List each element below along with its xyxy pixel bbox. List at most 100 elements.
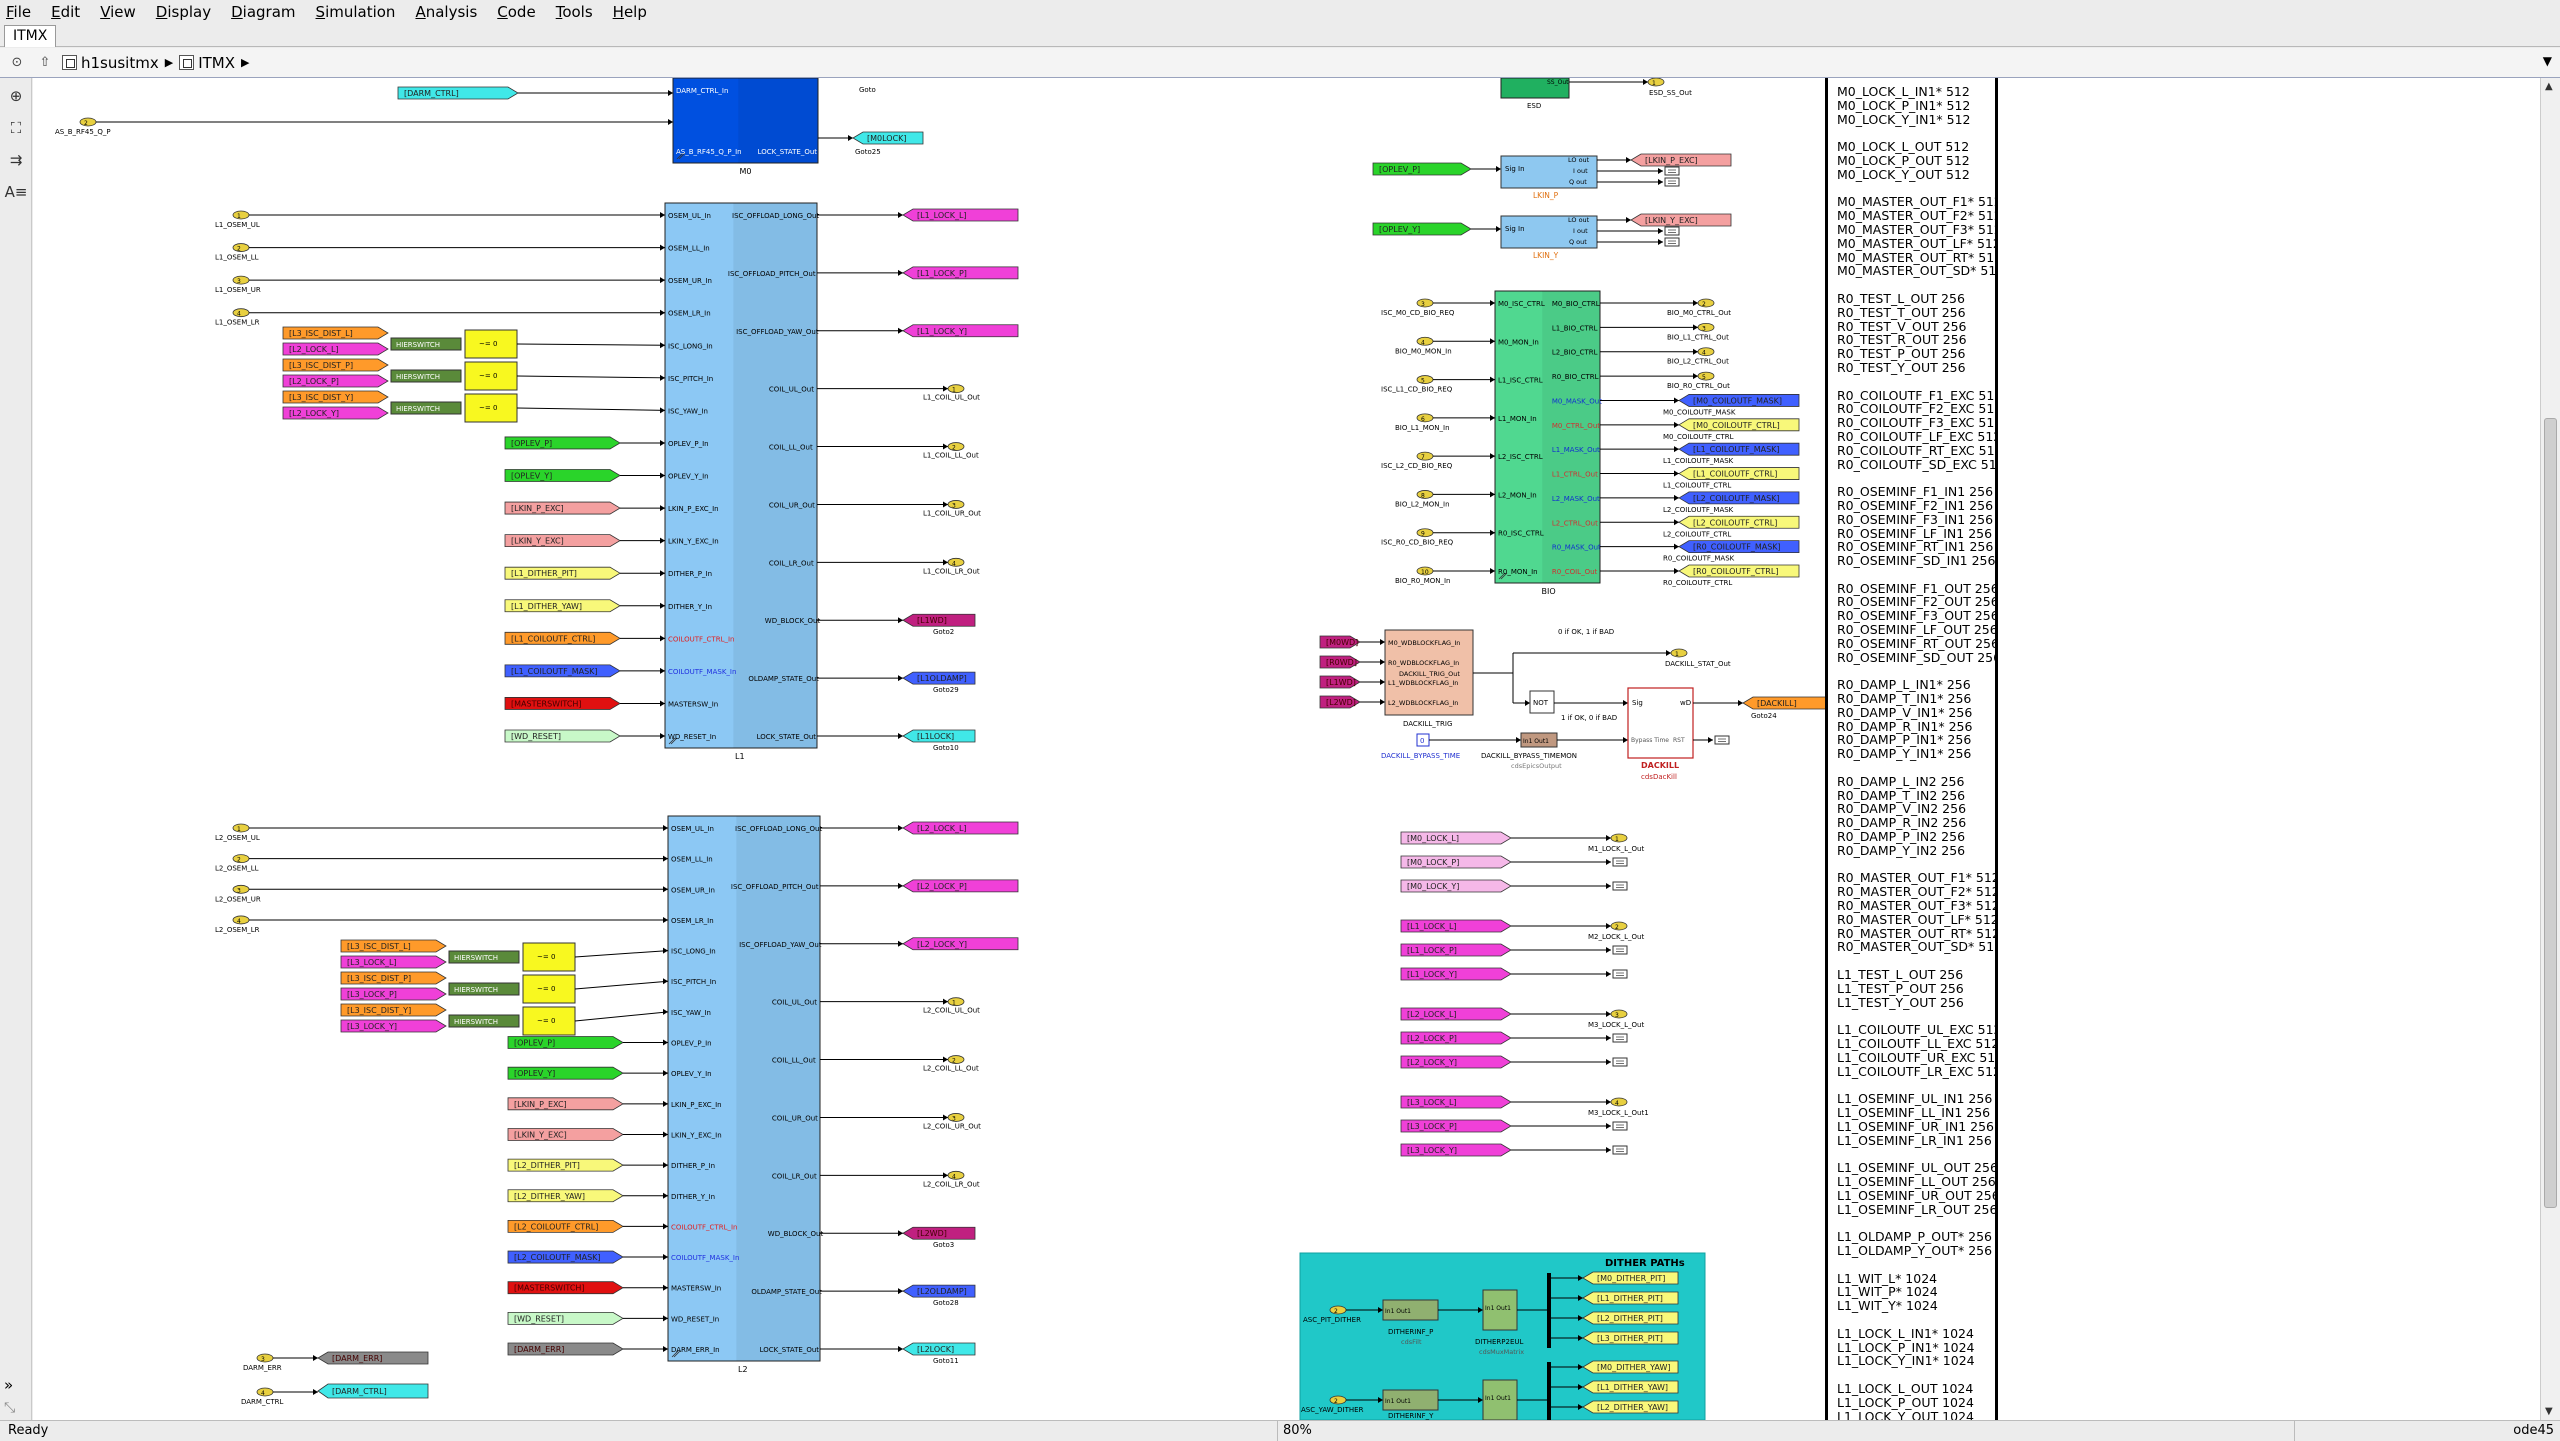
from-tag-lkin_y_exc[interactable] — [507, 1128, 624, 1141]
goto-tag-lkin_p_exc[interactable] — [1630, 153, 1732, 167]
from-tag-l3_lock_p[interactable] — [340, 987, 447, 1001]
signal-line[interactable] — [574, 1011, 669, 1022]
from-tag-l3_isc_dist_p[interactable] — [340, 971, 447, 985]
terminator-block[interactable] — [1714, 735, 1730, 745]
from-tag-l2_lock_y[interactable] — [282, 406, 389, 420]
from-tag-l1_lock_l[interactable] — [1400, 919, 1512, 933]
port-oval[interactable] — [1329, 1305, 1347, 1315]
switch-block[interactable] — [522, 1006, 576, 1036]
signal-line[interactable] — [516, 343, 666, 346]
port-oval[interactable] — [1697, 347, 1715, 357]
menu-item-analysis[interactable]: Analysis — [415, 2, 478, 21]
port-oval[interactable] — [232, 823, 250, 833]
hierswitch-block[interactable] — [390, 337, 462, 351]
annotation-icon[interactable]: A≡ — [4, 183, 28, 201]
from-tag-l1wd[interactable] — [1319, 675, 1361, 689]
chevron-down-icon[interactable]: ▼ — [2542, 54, 2552, 68]
solver-name[interactable]: ode45 — [2513, 1423, 2554, 1438]
goto-tag-l2_coiloutf_ctrl[interactable] — [1678, 515, 1800, 529]
goto-tag-l1_lock_p[interactable] — [902, 266, 1019, 280]
goto-tag-l2_lock_p[interactable] — [902, 879, 1019, 893]
up-arrow-icon[interactable]: ⇧ — [39, 55, 51, 70]
port-oval[interactable] — [232, 243, 250, 252]
dackill-trig-block[interactable] — [1384, 629, 1474, 716]
hierswitch-block[interactable] — [448, 950, 520, 964]
goto-tag-lkin_y_exc[interactable] — [1630, 213, 1732, 227]
from-tag-l3_isc_dist_l[interactable] — [282, 326, 389, 340]
goto-tag-l2_lock_y[interactable] — [902, 937, 1019, 951]
tab-itmx[interactable]: ITMX — [4, 25, 57, 47]
goto-tag-l1_lock_y[interactable] — [902, 324, 1019, 338]
terminator-block[interactable] — [1664, 166, 1680, 176]
subsystem-m0[interactable] — [672, 78, 819, 164]
goto-tag-l1oldamp[interactable] — [902, 671, 976, 685]
goto-tag-l2oldamp[interactable] — [902, 1284, 976, 1298]
from-tag-l3_lock_l[interactable] — [1400, 1095, 1512, 1109]
from-tag-masterswitch[interactable] — [507, 1281, 624, 1295]
port-oval[interactable] — [232, 275, 250, 285]
from-tag-r0wd[interactable] — [1319, 655, 1361, 669]
arrow-icon[interactable]: ⇉ — [9, 151, 23, 169]
port-oval[interactable] — [1329, 1395, 1347, 1405]
pane-divider-2[interactable] — [1995, 78, 1998, 1420]
pane-divider[interactable] — [1825, 78, 1828, 1420]
from-tag-oplev_y[interactable] — [507, 1066, 624, 1080]
from-tag-darm_err[interactable] — [507, 1342, 624, 1356]
from-tag-l2_lock_l[interactable] — [1400, 1007, 1512, 1021]
scroll-up-icon[interactable]: ▲ — [2545, 81, 2553, 92]
goto-tag-m0_coiloutf_mask[interactable] — [1678, 394, 1800, 407]
subsystem-l2[interactable] — [667, 815, 821, 1362]
port-oval[interactable] — [1610, 1097, 1628, 1107]
goto-tag-l2_dither_yaw[interactable] — [1582, 1400, 1679, 1414]
from-tag-oplev_y[interactable] — [504, 469, 621, 482]
from-tag-l2_lock_p[interactable] — [1400, 1031, 1512, 1045]
from-tag-l3_isc_dist_p[interactable] — [282, 358, 389, 372]
port-oval[interactable] — [1610, 833, 1628, 843]
from-tag-darm-ctrl[interactable] — [397, 86, 519, 100]
from-tag-wd_reset[interactable] — [507, 1311, 624, 1325]
subsystem-l1[interactable] — [664, 202, 818, 749]
terminator-block[interactable] — [1612, 1121, 1628, 1131]
from-tag-l3_isc_dist_y[interactable] — [340, 1003, 447, 1017]
port-oval[interactable] — [1416, 413, 1434, 423]
resize-grip-icon[interactable]: ⤡ — [4, 1400, 16, 1416]
scrollbar-thumb[interactable] — [2544, 418, 2557, 1208]
block-diagram[interactable]: DARM_CTRL_In AS_B_RF45_Q_P_In LOCK_STATE_O… — [33, 78, 1825, 1420]
goto-tag-darm-ctrl[interactable] — [317, 1383, 429, 1399]
from-tag-lkin_p_exc[interactable] — [507, 1097, 624, 1111]
port-oval[interactable] — [947, 384, 965, 394]
menu-item-tools[interactable]: Tools — [555, 2, 593, 21]
from-tag-l2_dither_yaw[interactable] — [507, 1189, 624, 1203]
from-tag-l2_lock_p[interactable] — [282, 374, 389, 388]
from-tag-l1_lock_y[interactable] — [1400, 967, 1512, 981]
port-oval[interactable] — [1610, 1009, 1628, 1019]
menu-item-edit[interactable]: Edit — [51, 2, 81, 21]
port-oval[interactable] — [1697, 322, 1715, 332]
port-oval[interactable] — [1697, 298, 1715, 308]
from-tag-lkin_p_exc[interactable] — [504, 501, 621, 515]
port-oval[interactable] — [1416, 336, 1434, 346]
signal-line[interactable] — [516, 375, 666, 379]
scroll-down-icon[interactable]: ▼ — [2545, 1406, 2553, 1417]
port-oval[interactable] — [1670, 648, 1688, 658]
goto-tag-r0_coiloutf_ctrl[interactable] — [1678, 564, 1800, 578]
menu-item-display[interactable]: Display — [155, 2, 212, 21]
from-tag-masterswitch[interactable] — [504, 697, 621, 710]
breadcrumb-item-h1susitmx[interactable]: h1susitmx ▶ — [62, 54, 173, 72]
from-tag-l2_coiloutf_mask[interactable] — [507, 1250, 624, 1264]
port-oval[interactable] — [1416, 451, 1434, 461]
port-oval[interactable] — [232, 884, 250, 894]
lkin-block-1[interactable] — [1500, 215, 1598, 249]
port-oval[interactable] — [1416, 490, 1434, 499]
fit-view-icon[interactable]: ⛶ — [10, 119, 22, 137]
menu-item-view[interactable]: View — [100, 2, 136, 21]
goto-tag-darm-err[interactable] — [317, 1351, 429, 1365]
from-tag-m0_lock_y[interactable] — [1400, 879, 1512, 893]
port-oval[interactable] — [256, 1387, 274, 1397]
from-tag-lkin_y_exc[interactable] — [504, 534, 621, 548]
port-oval[interactable] — [232, 210, 250, 220]
port-oval[interactable] — [79, 117, 97, 127]
terminator-block[interactable] — [1612, 1057, 1628, 1067]
from-tag-l3_isc_dist_y[interactable] — [282, 390, 389, 404]
menu-item-code[interactable]: Code — [497, 2, 536, 21]
